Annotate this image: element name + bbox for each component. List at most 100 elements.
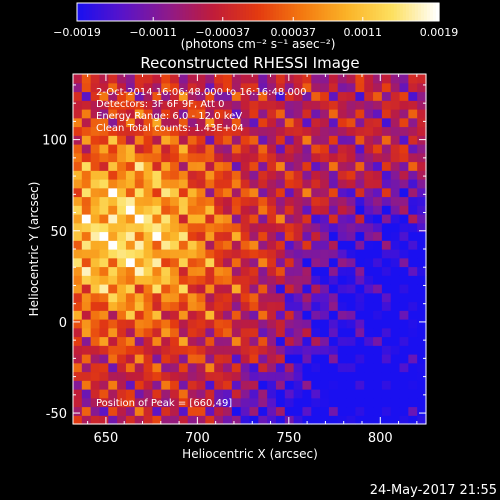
heatmap-cell [108, 117, 118, 128]
heatmap-cell [73, 144, 83, 154]
heatmap-cell [161, 126, 171, 136]
heatmap-cell [417, 170, 427, 180]
heatmap-cell [399, 91, 409, 101]
colorbar-strip [149, 3, 154, 21]
heatmap-cell [337, 345, 348, 355]
heatmap-cell [90, 249, 101, 259]
heatmap-cell [90, 222, 101, 233]
colorbar-strip [354, 3, 359, 21]
heatmap-cell [99, 345, 109, 355]
heatmap-cell [381, 397, 392, 408]
heatmap-cell [275, 214, 286, 224]
heatmap-cell [81, 161, 92, 171]
heatmap-cell [170, 345, 180, 355]
heatmap-cell [381, 187, 392, 198]
heatmap-cell [240, 292, 251, 303]
heatmap-cell [302, 266, 312, 276]
heatmap-cell [134, 406, 145, 416]
heatmap-cell [284, 319, 295, 329]
heatmap-cell [196, 161, 206, 171]
heatmap-cell [187, 397, 198, 408]
heatmap-cell [99, 406, 109, 416]
heatmap-cell [161, 82, 171, 93]
heatmap-cell [390, 170, 401, 180]
heatmap-cell [223, 100, 233, 110]
colorbar-strip [297, 3, 301, 21]
colorbar-strip [227, 3, 232, 21]
heatmap-cell [373, 319, 383, 329]
heatmap-cell [205, 100, 215, 110]
heatmap-cell [73, 214, 83, 224]
heatmap-cell [231, 126, 242, 136]
heatmap-cell [284, 205, 295, 215]
heatmap-cell [267, 389, 277, 399]
heatmap-cell [355, 214, 365, 224]
heatmap-cell [267, 126, 277, 136]
heatmap-cell [170, 362, 180, 373]
heatmap-cell [73, 310, 83, 320]
heatmap-cell [275, 319, 286, 329]
heatmap-cell [293, 362, 304, 373]
heatmap-cell [249, 397, 259, 408]
colorbar-strip [239, 3, 244, 21]
heatmap-cell [143, 214, 154, 224]
colorbar-strip [95, 3, 99, 21]
heatmap-cell [117, 362, 127, 373]
heatmap-cell [90, 231, 101, 241]
heatmap-cell [293, 179, 304, 189]
heatmap-cell [205, 187, 215, 198]
colorbar-strip [303, 3, 307, 21]
heatmap-cell [408, 161, 418, 171]
heatmap-cell [125, 170, 136, 180]
heatmap-cell [125, 109, 136, 119]
heatmap-cell [240, 415, 251, 425]
heatmap-cell [90, 397, 101, 408]
heatmap-cell [223, 135, 233, 145]
heatmap-cell [205, 266, 215, 276]
heatmap-cell [293, 135, 304, 145]
heatmap-cell [134, 196, 145, 206]
heatmap-cell [337, 266, 348, 276]
colorbar-strip [393, 3, 398, 21]
heatmap-cell [284, 257, 295, 268]
heatmap-cell [337, 240, 348, 250]
heatmap-cell [275, 170, 286, 180]
heatmap-cell [417, 240, 427, 250]
heatmap-cell [223, 117, 233, 128]
heatmap-cell [267, 327, 277, 338]
heatmap-cell [81, 345, 92, 355]
heatmap-cell [328, 415, 339, 425]
heatmap-cell [399, 249, 409, 259]
heatmap-cell [161, 109, 171, 119]
heatmap-cell [73, 275, 83, 285]
heatmap-cell [178, 275, 189, 285]
heatmap-cell [143, 170, 154, 180]
heatmap-cell [355, 292, 365, 303]
heatmap-cell [355, 187, 365, 198]
heatmap-cell [161, 345, 171, 355]
heatmap-cell [364, 415, 374, 425]
heatmap-cell [214, 406, 224, 416]
heatmap-cell [187, 380, 198, 390]
heatmap-cell [240, 100, 251, 110]
heatmap-cell [240, 249, 251, 259]
heatmap-cell [196, 109, 206, 119]
heatmap-cell [293, 74, 304, 84]
heatmap-cell [240, 275, 251, 285]
heatmap-cell [73, 117, 83, 128]
heatmap-cell [373, 109, 383, 119]
peak-position-label: Position of Peak = [660,49] [96, 398, 232, 409]
colorbar-strip [188, 3, 193, 21]
heatmap-cell [214, 389, 224, 399]
heatmap-cell [196, 397, 206, 408]
heatmap-cell [293, 415, 304, 425]
heatmap-cell [275, 397, 286, 408]
heatmap-cell [355, 310, 365, 320]
heatmap-cell [381, 266, 392, 276]
heatmap-cell [399, 231, 409, 241]
heatmap-cell [311, 354, 321, 364]
colorbar-tick-label: −0.0019 [53, 26, 101, 39]
heatmap-cell [178, 170, 189, 180]
heatmap-cell [205, 196, 215, 206]
heatmap-cell [408, 109, 418, 119]
